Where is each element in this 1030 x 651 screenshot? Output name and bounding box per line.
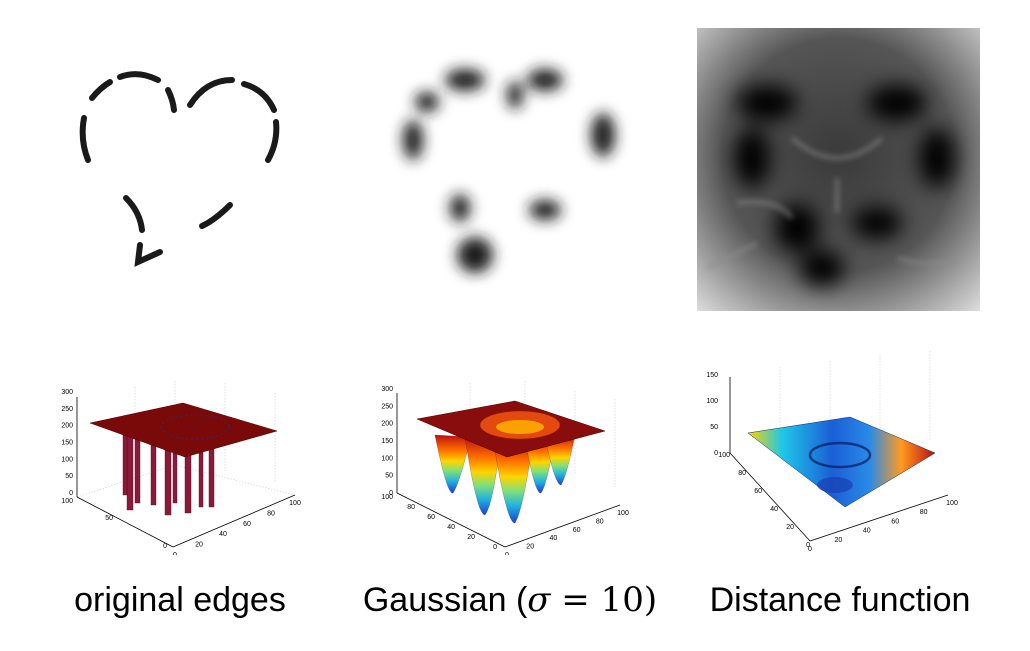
gaussian-image [403,69,615,273]
blob [527,69,563,91]
edge-dash [89,79,113,101]
edge-dash [134,242,163,267]
x-tick-label: 0 [505,552,509,555]
z-tick-label: 150 [706,372,718,379]
x-tick-label: 20 [526,544,534,551]
distance-surface [747,416,936,508]
blob [591,113,615,157]
x-tick-label: 60 [891,518,899,525]
y-tick-label: 40 [447,524,455,531]
edge-dash [241,81,277,113]
edge-dash [123,195,145,233]
z-tick-label: 300 [61,389,73,396]
surface-plot-original: 300 250 200 150 100 50 0 100 50 0 0 20 40 60 80 100 [61,381,301,555]
edge-dash [117,71,161,83]
z-tick-label: 0 [714,450,718,457]
edge-dash [265,119,280,163]
x-tick-label: 20 [835,537,843,544]
caption-original-edges: original edges [74,581,286,619]
z-tick-label: 50 [385,473,393,480]
edge-dash [187,77,235,108]
y-tick-label: 20 [786,524,794,531]
blob [529,200,561,220]
blob [445,69,485,91]
x-tick-label: 0 [173,552,177,555]
y-tick-label: 20 [467,534,475,541]
z-tick-label: 50 [65,473,73,480]
x-tick-label: 40 [550,535,558,542]
caption-gaussian: Gaussian (σ = 10) [345,575,675,625]
x-tick-label: 0 [808,546,812,553]
x-tick-label: 60 [243,521,251,528]
z-tick-label: 250 [61,406,73,413]
z-tick-label: 150 [61,440,73,447]
y-tick-label: 0 [493,544,497,551]
y-tick-label: 100 [718,452,730,459]
x-tick-label: 40 [863,528,871,535]
z-tick-label: 300 [381,386,393,393]
caption-gaussian-prefix: Gaussian ( [362,581,528,619]
edge-dash [165,87,177,113]
z-tick-label: 200 [381,421,393,428]
y-tick-label: 100 [61,498,73,505]
y-tick-label: 40 [770,506,778,513]
y-tick-label: 0 [163,543,167,550]
original-edges-image [79,71,280,267]
x-tick-label: 20 [195,542,203,549]
y-tick-label: 100 [381,494,393,501]
y-tick-label: 60 [427,514,435,521]
x-tick-label: 80 [267,510,275,517]
y-tick-label: 80 [407,504,415,511]
z-tick-label: 0 [389,490,393,497]
z-tick-label: 100 [706,398,718,405]
z-tick-label: 200 [61,423,73,430]
x-tick-label: 100 [617,510,629,517]
edge-dash [199,202,233,229]
blob [450,194,470,222]
edge-dash [79,115,91,163]
y-tick-label: 60 [754,488,762,495]
blob [457,237,493,273]
y-tick-label: 50 [105,515,113,522]
y-tick-label: 80 [738,470,746,477]
z-tick-label: 100 [61,456,73,463]
z-tick-label: 0 [69,490,73,497]
x-tick-label: 100 [946,500,958,507]
x-tick-label: 80 [596,518,604,525]
surface-plot-distance: 150 100 50 0 100 80 60 40 20 0 0 20 40 60 80 100 [706,351,958,553]
z-tick-label: 150 [381,438,393,445]
surface-plane [89,402,278,458]
z-tick-label: 100 [381,455,393,462]
x-tick-label: 40 [219,531,227,538]
blob [415,92,439,112]
x-tick-label: 100 [289,500,301,507]
z-tick-label: 50 [710,424,718,431]
blob [507,81,523,109]
caption-gaussian-eq: = 10) [550,580,658,620]
sigma-symbol: σ [527,580,551,620]
y-tick-label: 0 [806,542,810,549]
x-tick-label: 60 [573,527,581,534]
x-tick-label: 80 [920,509,928,516]
distance-image [697,28,980,311]
blob [403,120,423,160]
caption-distance-function: Distance function [709,581,971,619]
z-tick-label: 250 [381,403,393,410]
